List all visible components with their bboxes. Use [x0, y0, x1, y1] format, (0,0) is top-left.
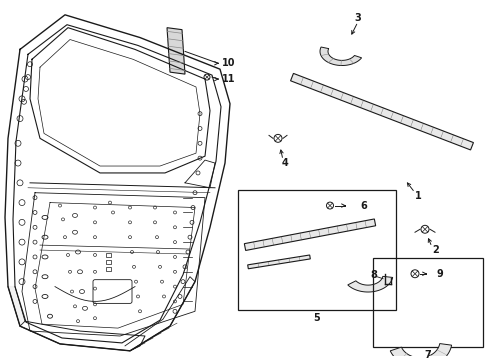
Text: 5: 5 — [314, 313, 320, 323]
Bar — [105, 267, 111, 271]
Text: 3: 3 — [355, 13, 362, 23]
Polygon shape — [8, 287, 25, 326]
Bar — [373, 258, 483, 347]
Bar — [105, 260, 111, 264]
Polygon shape — [291, 73, 473, 150]
Polygon shape — [167, 28, 185, 74]
Text: 7: 7 — [425, 350, 431, 360]
Polygon shape — [390, 343, 452, 360]
Polygon shape — [245, 219, 376, 251]
Polygon shape — [247, 255, 310, 269]
Text: 9: 9 — [436, 269, 443, 279]
Text: 10: 10 — [222, 58, 236, 68]
Bar — [105, 253, 111, 257]
Polygon shape — [348, 276, 392, 292]
Polygon shape — [320, 47, 362, 66]
Text: 2: 2 — [433, 245, 440, 255]
Bar — [238, 190, 396, 310]
Text: 4: 4 — [282, 158, 289, 168]
Text: 6: 6 — [360, 201, 367, 211]
Text: 8: 8 — [370, 270, 377, 280]
Text: 1: 1 — [415, 191, 421, 201]
Text: 11: 11 — [222, 74, 236, 84]
